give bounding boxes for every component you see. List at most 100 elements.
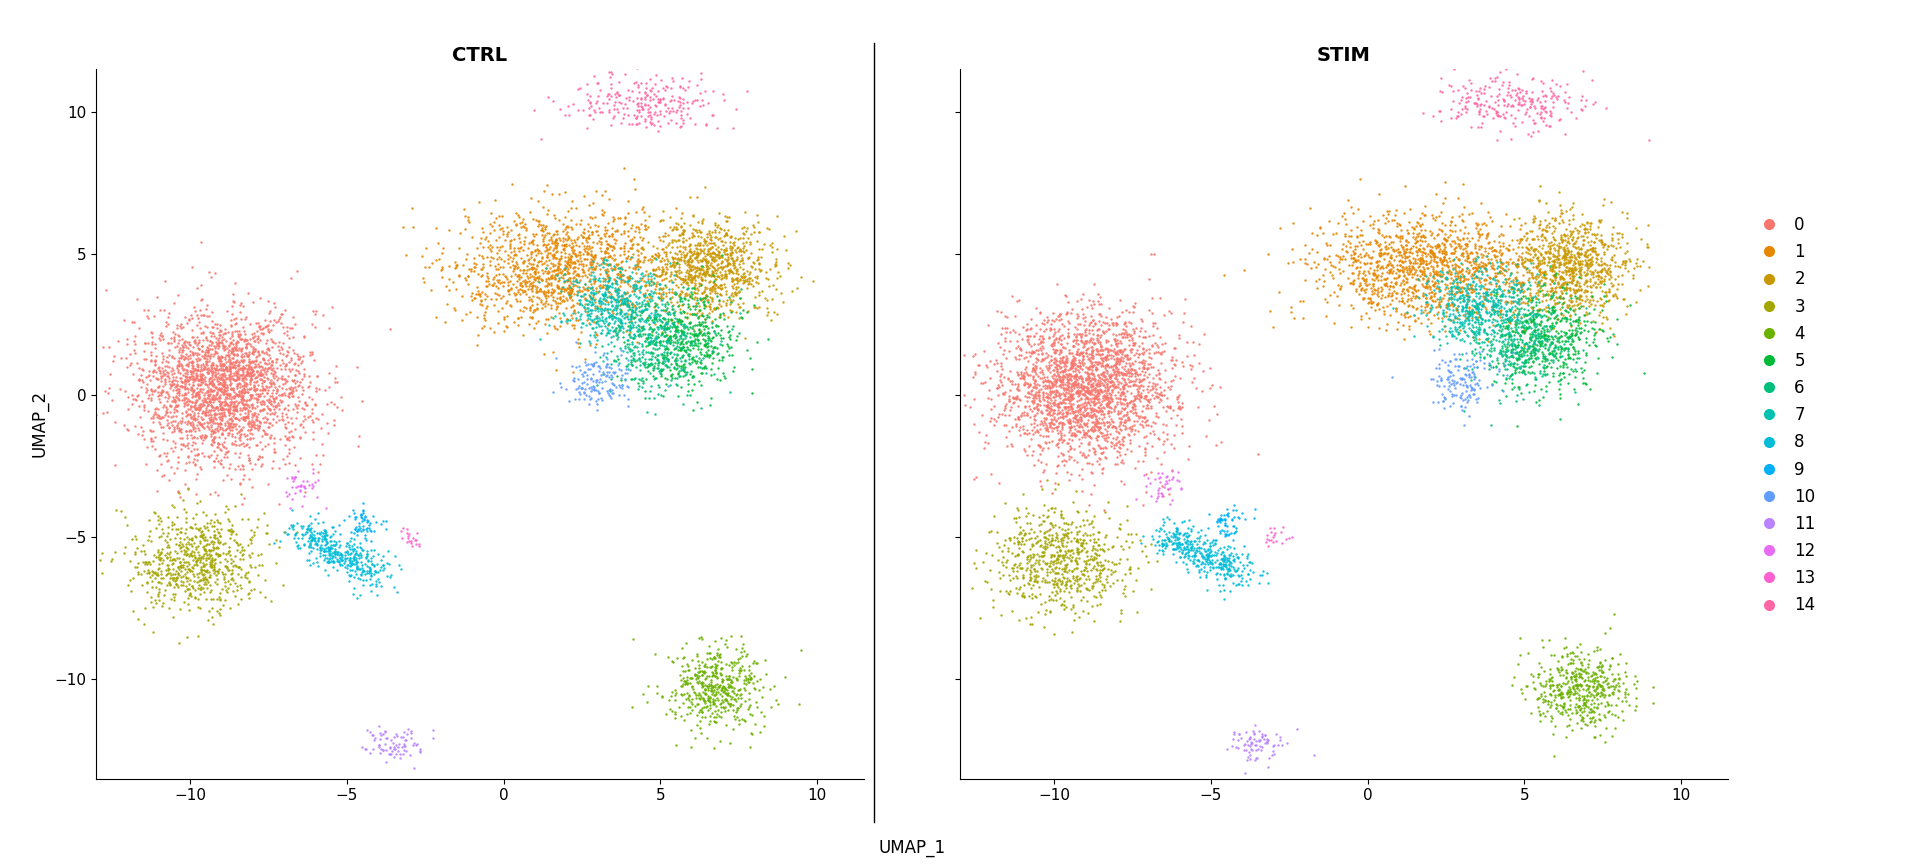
Point (570, 313, 601, 327)
Point (1037, 363, 1068, 377)
Point (190, 330, 221, 344)
Point (209, 451, 240, 465)
Point (620, 301, 651, 315)
Point (664, 244, 695, 258)
Point (1204, 578, 1235, 592)
Point (1083, 558, 1114, 572)
Point (1037, 535, 1068, 548)
Point (1033, 401, 1064, 415)
Point (1524, 393, 1555, 407)
Point (645, 319, 676, 333)
Point (632, 361, 662, 375)
Point (221, 380, 252, 394)
Point (182, 363, 213, 377)
Point (357, 556, 388, 570)
Point (198, 432, 228, 445)
Point (1039, 361, 1069, 375)
Point (516, 262, 547, 276)
Point (1060, 336, 1091, 350)
Point (1450, 99, 1480, 112)
Point (217, 525, 248, 539)
Point (159, 425, 190, 439)
Point (1475, 252, 1505, 266)
Point (1478, 282, 1509, 296)
Point (1258, 744, 1288, 758)
Point (639, 336, 670, 350)
Point (1413, 256, 1444, 270)
Point (334, 541, 365, 555)
Point (601, 276, 632, 290)
Point (1428, 247, 1459, 260)
Point (1073, 386, 1104, 400)
Point (204, 391, 234, 405)
Point (1027, 443, 1058, 457)
Point (288, 367, 319, 381)
Point (1164, 536, 1194, 550)
Point (1031, 375, 1062, 388)
Point (1478, 289, 1509, 303)
Point (1058, 391, 1089, 405)
Point (589, 222, 620, 236)
Point (1010, 350, 1041, 364)
Point (1338, 252, 1369, 266)
Point (1338, 276, 1369, 290)
Point (1092, 375, 1123, 388)
Point (177, 360, 207, 374)
Point (1465, 260, 1496, 273)
Point (1553, 263, 1584, 277)
Point (121, 533, 152, 547)
Point (662, 366, 693, 380)
Point (182, 393, 213, 407)
Point (1198, 560, 1229, 573)
Point (196, 400, 227, 414)
Point (1588, 289, 1619, 303)
Point (697, 240, 728, 254)
Point (1465, 322, 1496, 336)
Point (1106, 347, 1137, 361)
Point (685, 263, 716, 277)
Point (355, 543, 386, 557)
Point (572, 231, 603, 245)
Point (1551, 204, 1582, 218)
Point (1104, 309, 1135, 323)
Point (1538, 276, 1569, 290)
Point (1062, 503, 1092, 517)
Point (1069, 448, 1100, 462)
Point (1434, 267, 1465, 281)
Point (1430, 265, 1461, 279)
Point (1048, 369, 1079, 383)
Point (1117, 401, 1148, 415)
Point (1569, 237, 1599, 251)
Point (79, 328, 109, 342)
Point (292, 474, 323, 488)
Point (467, 267, 497, 281)
Point (1071, 561, 1102, 575)
Point (1181, 553, 1212, 567)
Point (228, 362, 259, 375)
Point (186, 433, 217, 447)
Point (720, 688, 751, 702)
Point (1467, 267, 1498, 281)
Point (161, 522, 192, 535)
Point (1555, 262, 1586, 276)
Point (1548, 360, 1578, 374)
Point (1453, 263, 1484, 277)
Point (1434, 223, 1465, 237)
Point (687, 692, 718, 706)
Point (334, 563, 365, 577)
Point (248, 321, 278, 335)
Point (518, 237, 549, 251)
Point (563, 359, 593, 373)
Point (1538, 269, 1569, 283)
Point (1002, 548, 1033, 562)
Point (1044, 378, 1075, 392)
Point (217, 382, 248, 396)
Point (1119, 366, 1150, 380)
Point (1511, 355, 1542, 368)
Point (1073, 381, 1104, 395)
Point (589, 367, 620, 381)
Point (607, 381, 637, 395)
Point (1018, 361, 1048, 375)
Point (1461, 286, 1492, 300)
Point (720, 272, 751, 286)
